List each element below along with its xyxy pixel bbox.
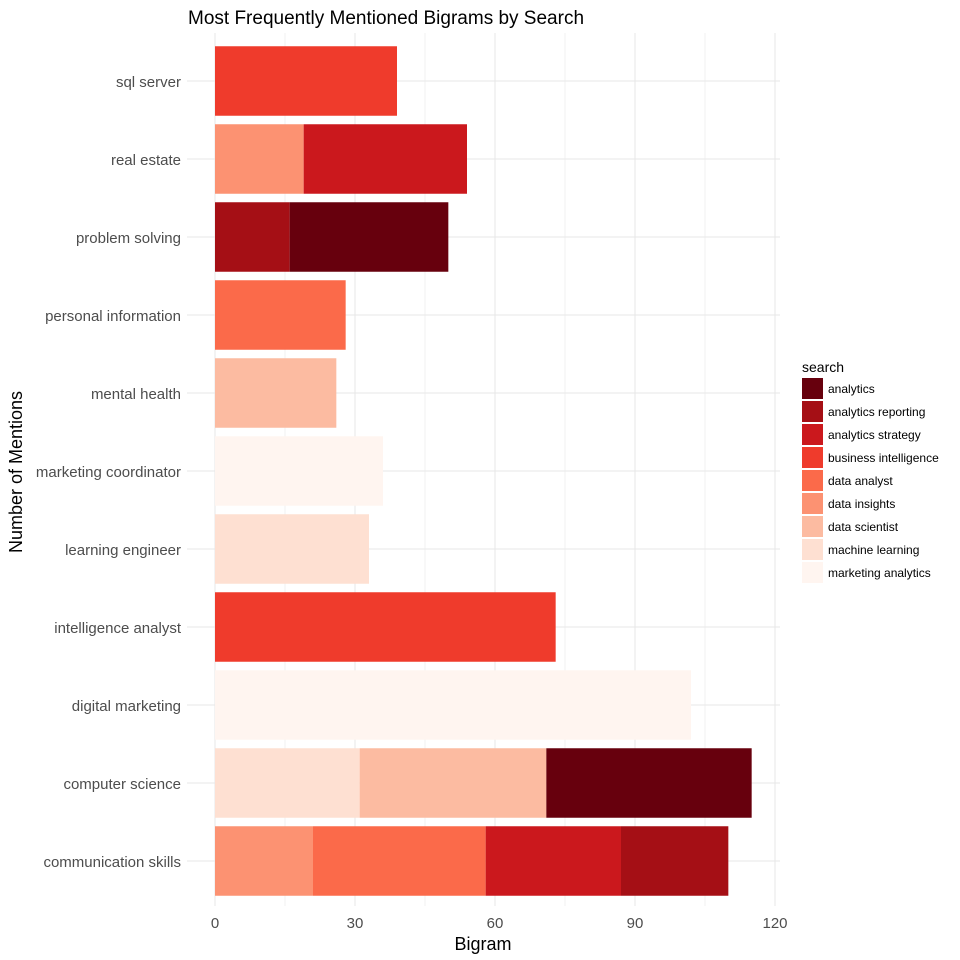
legend-key — [802, 378, 823, 399]
x-axis-label: Bigram — [454, 934, 511, 954]
legend-key — [802, 401, 823, 422]
y-axis-label: Number of Mentions — [6, 391, 26, 553]
legend-label: machine learning — [828, 543, 919, 557]
y-tick-label: mental health — [91, 386, 181, 403]
y-tick-label: sql server — [116, 74, 181, 91]
x-axis-tick-labels: 0 30 60 90 120 — [211, 915, 788, 932]
bar-segment — [215, 826, 313, 896]
bar-segment — [289, 202, 449, 272]
x-tick-label: 90 — [627, 915, 644, 932]
y-tick-label: real estate — [111, 152, 181, 169]
bar-segment — [313, 826, 486, 896]
legend-label: analytics reporting — [828, 405, 925, 419]
y-tick-label: digital marketing — [72, 698, 181, 715]
bar-segment — [215, 748, 360, 818]
bar-segment — [621, 826, 729, 896]
bar-segment — [215, 358, 337, 428]
x-tick-label: 30 — [347, 915, 364, 932]
y-axis-tick-labels: sql server real estate problem solving pers… — [36, 74, 182, 871]
bar-segment — [359, 748, 547, 818]
bar-segment — [215, 670, 691, 740]
y-tick-label: computer science — [63, 776, 181, 793]
x-tick-label: 60 — [487, 915, 504, 932]
bar-segment — [215, 592, 556, 662]
x-tick-label: 0 — [211, 915, 219, 932]
legend-key — [802, 562, 823, 583]
legend-key — [802, 424, 823, 445]
x-tick-label: 120 — [762, 915, 787, 932]
legend-title: search — [802, 359, 844, 375]
bar-segment — [215, 202, 290, 272]
bar-segment — [546, 748, 752, 818]
bar-segment — [215, 280, 346, 350]
bar-segment — [215, 436, 383, 506]
bar-segment — [303, 124, 467, 194]
y-tick-label: communication skills — [43, 854, 181, 871]
y-tick-label: learning engineer — [65, 542, 181, 559]
legend-label: analytics — [828, 382, 875, 396]
legend-label: data analyst — [828, 474, 893, 488]
bars — [215, 46, 752, 896]
legend-label: data scientist — [828, 520, 899, 534]
legend: search analytics analytics reporting analy… — [802, 359, 939, 583]
legend-key — [802, 470, 823, 491]
legend-label: marketing analytics — [828, 566, 931, 580]
legend-label: business intelligence — [828, 451, 939, 465]
legend-key — [802, 493, 823, 514]
y-tick-label: intelligence analyst — [54, 620, 182, 637]
legend-key — [802, 516, 823, 537]
bar-segment — [215, 46, 397, 116]
legend-key — [802, 447, 823, 468]
legend-key — [802, 539, 823, 560]
legend-label: data insights — [828, 497, 895, 511]
y-tick-label: personal information — [45, 308, 181, 325]
legend-label: analytics strategy — [828, 428, 921, 442]
chart-title: Most Frequently Mentioned Bigrams by Sea… — [188, 8, 584, 29]
bar-segment — [485, 826, 621, 896]
y-tick-label: marketing coordinator — [36, 464, 181, 481]
bar-segment — [215, 124, 304, 194]
bar-segment — [215, 514, 369, 584]
y-tick-label: problem solving — [76, 230, 181, 247]
